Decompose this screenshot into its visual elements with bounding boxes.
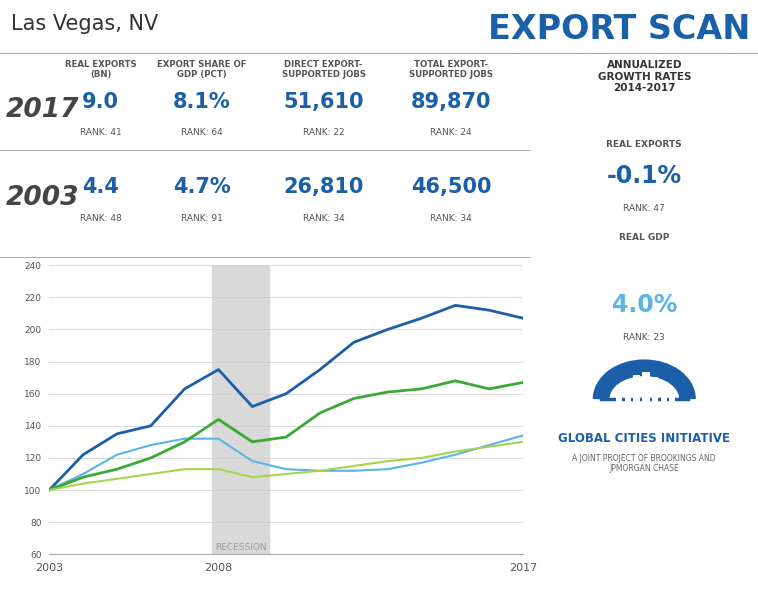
Bar — [642, 372, 650, 410]
Text: RANK: 23: RANK: 23 — [623, 334, 666, 343]
Text: REAL GDP: REAL GDP — [619, 233, 669, 242]
Text: RANK: 91: RANK: 91 — [180, 214, 223, 223]
Text: 8.1%: 8.1% — [173, 92, 230, 112]
Bar — [616, 385, 622, 410]
Bar — [669, 387, 675, 410]
Text: DIRECT EXPORT-
SUPPORTED JOBS: DIRECT EXPORT- SUPPORTED JOBS — [282, 60, 365, 79]
Text: 4.4: 4.4 — [83, 177, 119, 197]
Text: 4.0%: 4.0% — [612, 293, 677, 317]
Text: RANK: 47: RANK: 47 — [623, 204, 666, 213]
Text: -0.1%: -0.1% — [606, 164, 682, 188]
Text: 2003: 2003 — [5, 185, 79, 210]
Text: 26,810: 26,810 — [283, 177, 364, 197]
Text: RANK: 64: RANK: 64 — [180, 129, 223, 138]
Text: ANNUALIZED
GROWTH RATES
2014-2017: ANNUALIZED GROWTH RATES 2014-2017 — [597, 60, 691, 93]
Text: RANK: 24: RANK: 24 — [431, 129, 471, 138]
Bar — [652, 377, 659, 410]
Bar — [661, 382, 667, 410]
Text: 89,870: 89,870 — [411, 92, 491, 112]
Text: RANK: 34: RANK: 34 — [302, 214, 345, 223]
Text: RANK: 41: RANK: 41 — [80, 129, 122, 138]
Text: EXPORT SCAN: EXPORT SCAN — [488, 13, 750, 46]
Text: GLOBAL CITIES INITIATIVE: GLOBAL CITIES INITIATIVE — [559, 432, 730, 445]
Text: A JOINT PROJECT OF BROOKINGS AND
JPMORGAN CHASE: A JOINT PROJECT OF BROOKINGS AND JPMORGA… — [572, 454, 716, 473]
Bar — [625, 380, 631, 410]
Text: 46,500: 46,500 — [411, 177, 491, 197]
Text: 9.0: 9.0 — [83, 92, 119, 112]
Text: REAL EXPORTS
(BN): REAL EXPORTS (BN) — [65, 60, 136, 79]
Text: 4.7%: 4.7% — [173, 177, 230, 197]
Text: RANK: 34: RANK: 34 — [430, 214, 472, 223]
Text: RECESSION: RECESSION — [215, 543, 266, 552]
Text: 2017: 2017 — [5, 97, 79, 123]
Text: REAL EXPORTS: REAL EXPORTS — [606, 140, 682, 149]
Text: Las Vegas, NV: Las Vegas, NV — [11, 14, 158, 34]
Bar — [211, 265, 269, 554]
Text: TOTAL EXPORT-
SUPPORTED JOBS: TOTAL EXPORT- SUPPORTED JOBS — [409, 60, 493, 79]
Text: RANK: 22: RANK: 22 — [303, 129, 344, 138]
Text: 51,610: 51,610 — [283, 92, 364, 112]
Text: EXPORT SHARE OF
GDP (PCT): EXPORT SHARE OF GDP (PCT) — [157, 60, 246, 79]
Bar — [634, 375, 640, 410]
Text: RANK: 48: RANK: 48 — [80, 214, 122, 223]
